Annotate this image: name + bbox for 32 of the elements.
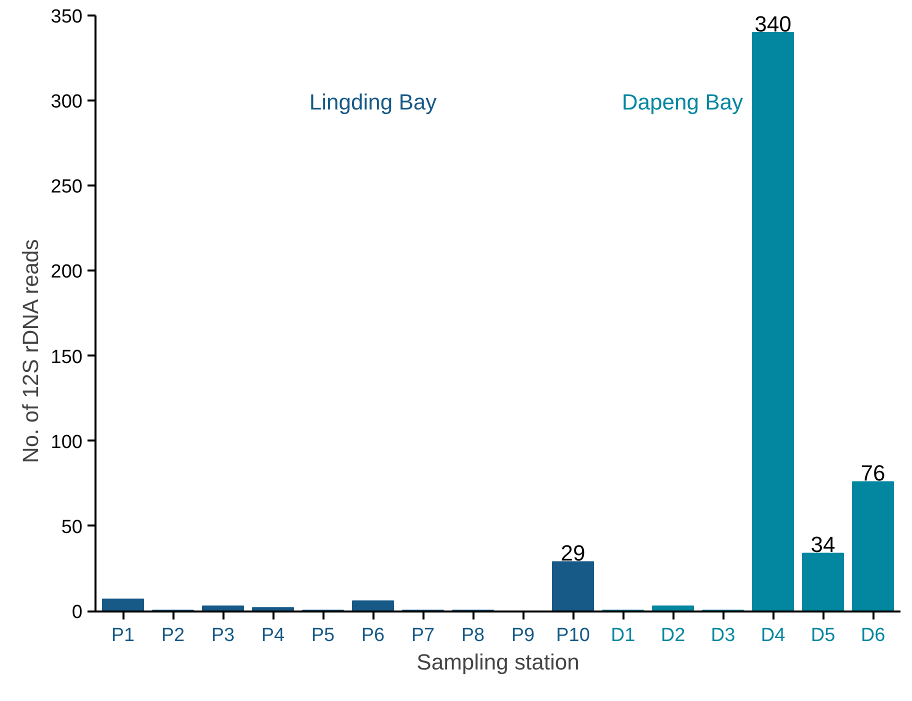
x-tick-label: P1	[111, 625, 135, 646]
x-tick-label: P8	[461, 625, 485, 646]
y-tick-label: 0	[72, 602, 83, 624]
y-tick-label: 200	[50, 262, 82, 283]
x-tick-label: D3	[710, 625, 736, 646]
x-axis-title: Sampling station	[416, 650, 580, 674]
text: Lingding Bay	[309, 89, 437, 114]
x-tick-label: P7	[411, 625, 435, 646]
x-tick-label: D4	[760, 625, 786, 646]
data-label: 29	[560, 540, 586, 566]
x-tick-label: P3	[211, 625, 235, 646]
y-tick-label: 250	[50, 176, 82, 198]
x-tick-label: D2	[660, 625, 686, 646]
x-tick-label: D6	[860, 625, 886, 646]
x-tick-label: P9	[511, 625, 535, 646]
y-tick-label: 300	[50, 92, 82, 113]
x-tick-label: P5	[311, 625, 335, 646]
series-label: Dapeng Bay	[622, 89, 744, 114]
y-tick-label: 150	[50, 346, 82, 368]
y-axis-title: No. of 12S rDNA reads	[18, 239, 43, 463]
y-tick-label: 350	[50, 6, 82, 28]
x-tick-label: D5	[810, 625, 836, 646]
x-tick-label: P10	[556, 625, 590, 646]
data-label: 340	[754, 12, 792, 37]
x-tick-label: D1	[610, 625, 636, 646]
x-tick-label: P6	[361, 625, 385, 646]
x-tick-label: P4	[261, 625, 286, 646]
y-tick-label: 100	[50, 432, 82, 453]
x-tick-label: P2	[161, 625, 185, 646]
y-tick-label: 50	[61, 516, 83, 538]
data-label: 34	[810, 532, 836, 558]
data-label: 76	[860, 460, 886, 486]
